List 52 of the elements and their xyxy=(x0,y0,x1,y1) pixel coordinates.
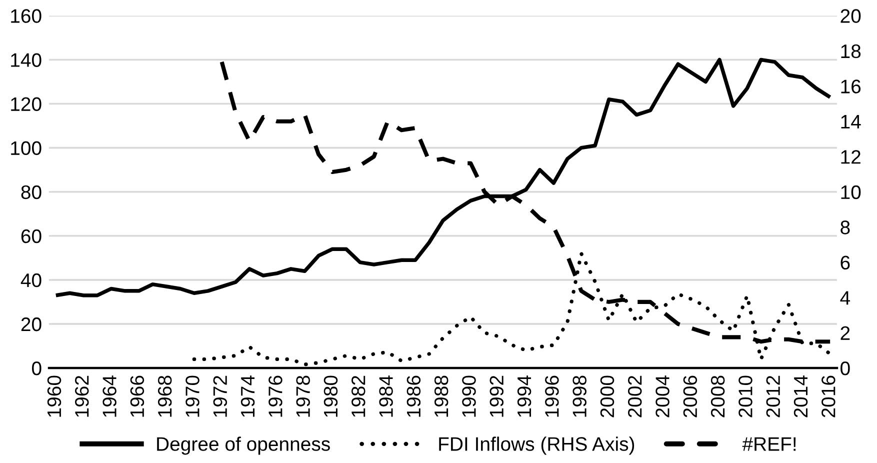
y-tick-label: 40 xyxy=(20,273,42,288)
y2-tick-label: 16 xyxy=(841,80,861,94)
y2-tick-label: 14 xyxy=(841,115,861,128)
x-tick-label: 2004 xyxy=(656,376,670,418)
x-tick-label: 1968 xyxy=(158,376,172,417)
x-tick-label: 1960 xyxy=(47,376,62,417)
x-tick-label: 1982 xyxy=(352,376,366,417)
x-tick-label: 1966 xyxy=(130,376,144,417)
y2-tick-label: 4 xyxy=(840,291,850,305)
x-tick-label: 1986 xyxy=(406,376,421,417)
x-tick-label: 1988 xyxy=(434,376,448,417)
x-tick-label: 1984 xyxy=(379,376,393,417)
x-tick-label: 2010 xyxy=(738,376,752,418)
x-tick-label: 1962 xyxy=(75,376,89,417)
x-tick-label: 2014 xyxy=(794,376,808,418)
x-tick-label: 2000 xyxy=(600,376,614,418)
x-tick-label: 2016 xyxy=(822,376,836,418)
x-tick-label: 2006 xyxy=(683,376,698,418)
y-tick-label: 100 xyxy=(11,141,42,156)
x-tick-label: 1980 xyxy=(324,376,338,417)
x-tick-label: 2012 xyxy=(766,376,780,418)
y-tick-label: 60 xyxy=(21,229,42,244)
x-tick-label: 1964 xyxy=(102,376,116,417)
x-tick-label: 1978 xyxy=(296,376,310,417)
legend-label: Degree of openness xyxy=(157,436,330,455)
y2-tick-label: 8 xyxy=(840,220,850,234)
y-tick-label: 160 xyxy=(11,9,42,23)
x-tick-label: 1976 xyxy=(268,376,282,417)
y-tick-label: 20 xyxy=(21,317,42,332)
x-tick-label: 1990 xyxy=(462,376,476,417)
legend-label: FDI Inflows (RHS Axis) xyxy=(439,436,634,455)
x-tick-label: 1992 xyxy=(490,376,504,417)
y-tick-label: 80 xyxy=(21,185,42,200)
x-tick-label: 1998 xyxy=(572,376,586,417)
y2-tick-label: 2 xyxy=(840,326,850,340)
y-tick-label: 0 xyxy=(32,361,42,376)
legend-label: #REF! xyxy=(742,437,796,451)
y2-tick-label: 0 xyxy=(840,361,850,376)
y2-tick-label: 18 xyxy=(841,44,861,58)
x-tick-label: 1974 xyxy=(240,376,255,417)
x-tick-label: 2008 xyxy=(710,376,725,418)
x-tick-label: 1972 xyxy=(213,376,228,417)
x-tick-label: 1970 xyxy=(186,376,200,417)
x-tick-label: 2002 xyxy=(628,376,642,418)
y-tick-label: 120 xyxy=(11,97,42,112)
x-tick-label: 1994 xyxy=(517,376,532,417)
x-tick-label: 1996 xyxy=(545,376,559,417)
y-tick-label: 140 xyxy=(11,53,42,67)
y2-tick-label: 20 xyxy=(840,9,861,23)
y2-tick-label: 10 xyxy=(841,185,861,200)
y2-tick-label: 12 xyxy=(841,150,860,164)
y2-tick-label: 6 xyxy=(840,256,850,270)
